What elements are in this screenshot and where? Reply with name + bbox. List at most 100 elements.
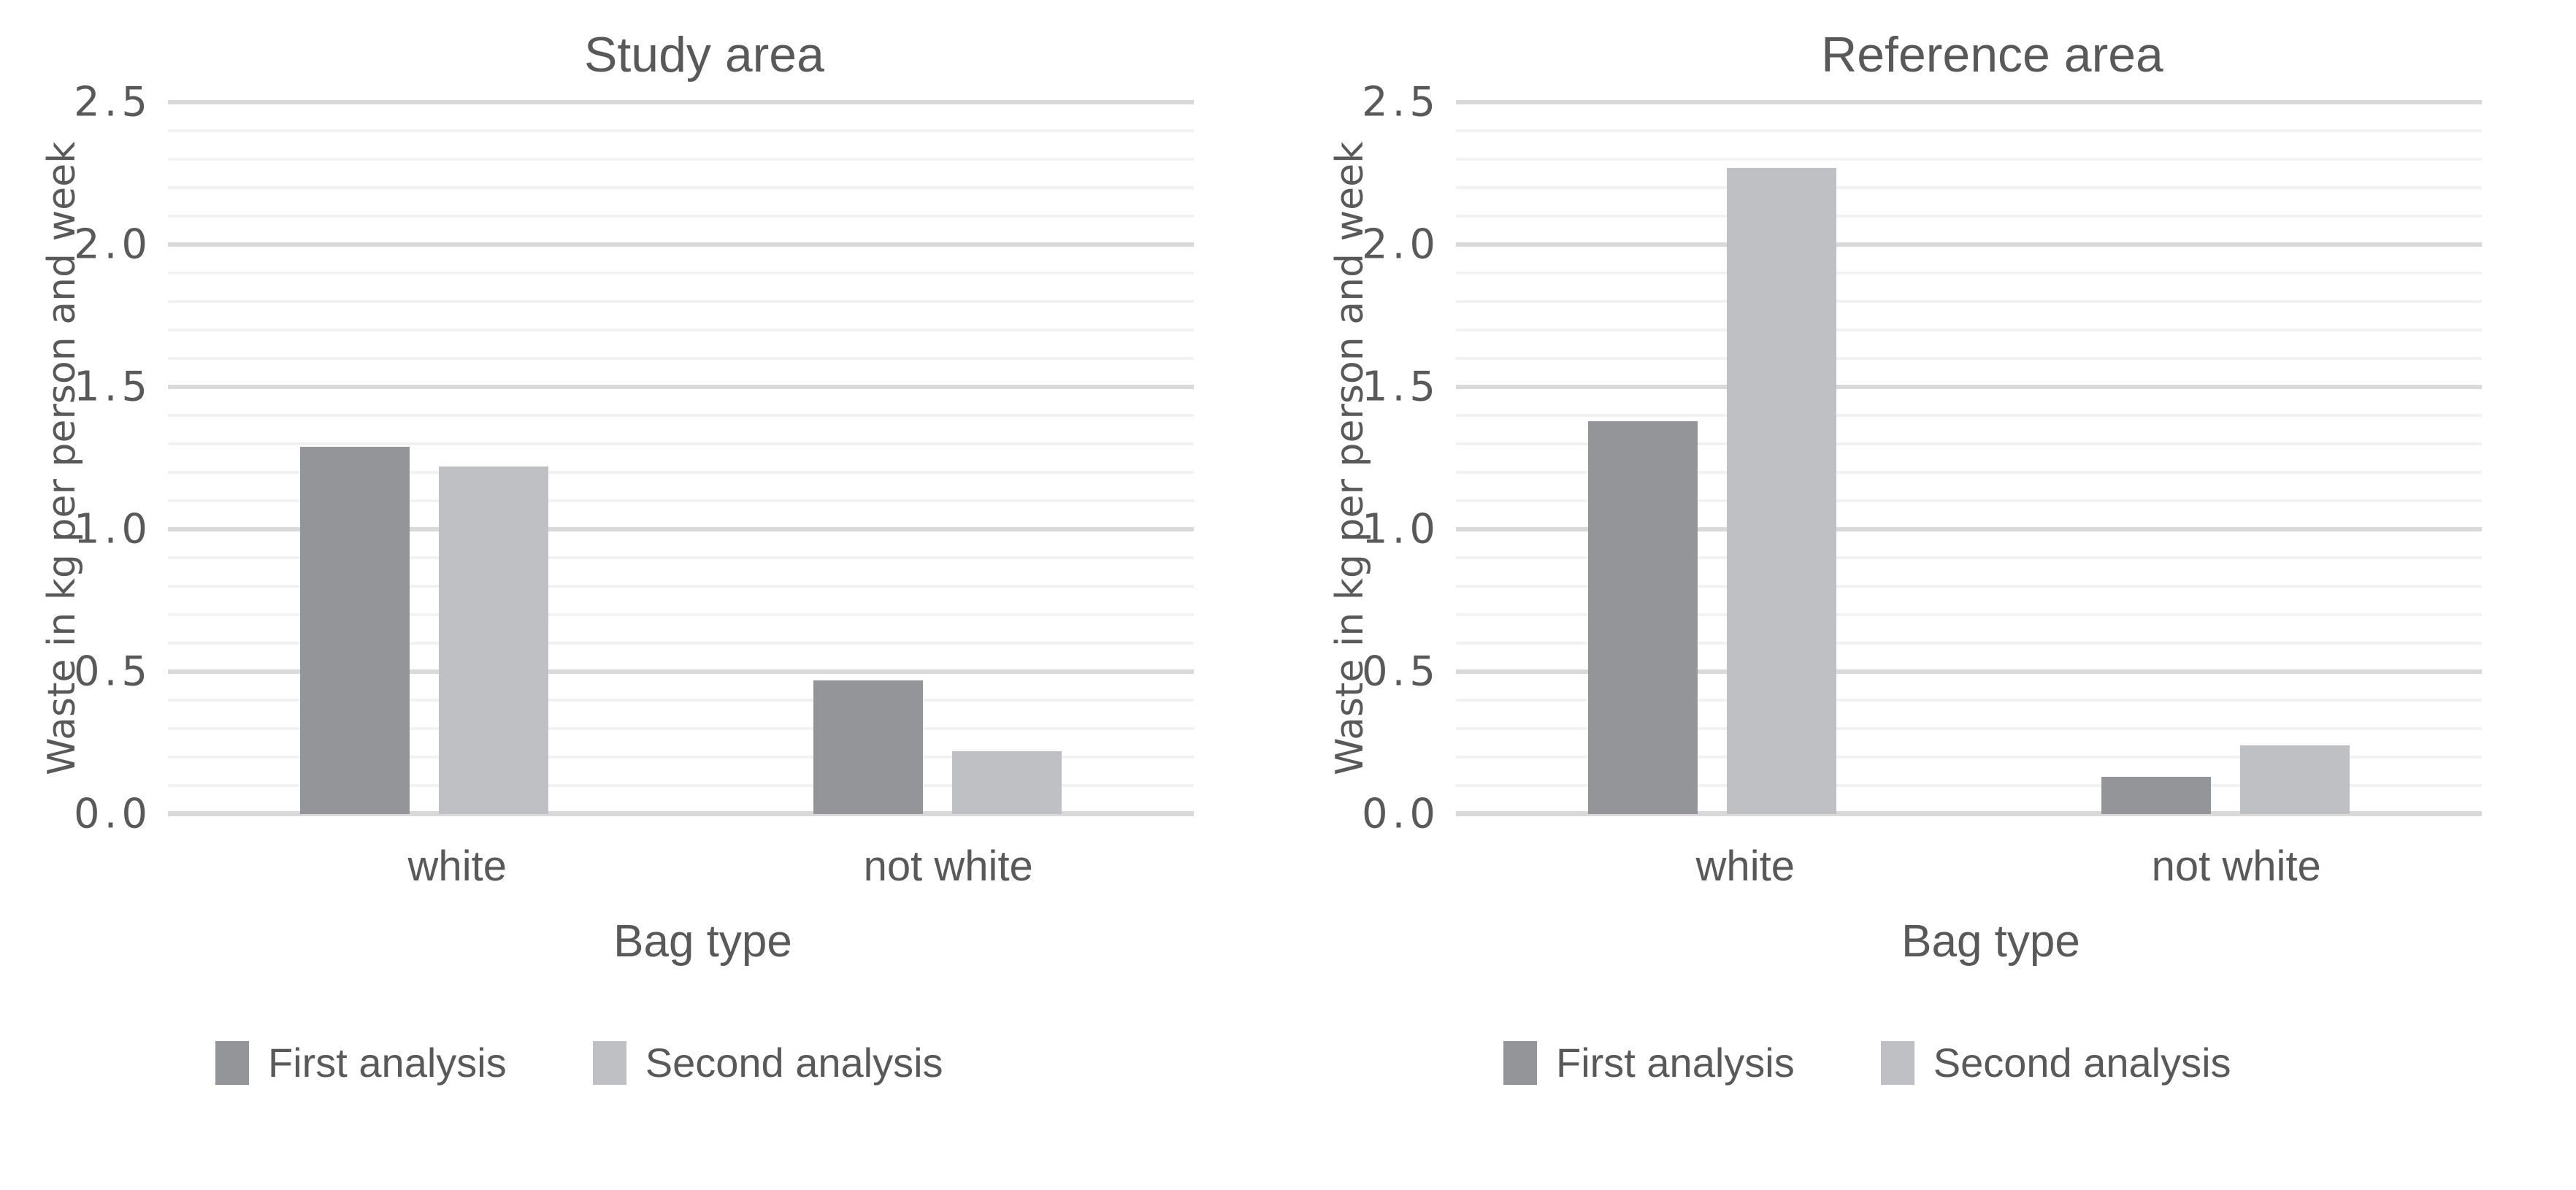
- x-axis-title: Bag type: [1901, 916, 2080, 967]
- minor-gridline: [1456, 699, 2482, 702]
- minor-gridline: [1456, 756, 2482, 759]
- minor-gridline: [1456, 186, 2482, 189]
- minor-gridline: [1456, 642, 2482, 645]
- minor-gridline: [168, 414, 1194, 417]
- y-axis-tick-labels: 0.0 0.5 1.0 1.5 2.0 2.5: [74, 79, 168, 838]
- minor-gridline: [168, 756, 1194, 759]
- chart-panel-study-area: Study area Waste in kg per person and we…: [29, 27, 1288, 1086]
- x-tick-label-not-white: not white: [863, 842, 1033, 890]
- major-gridline: [1456, 385, 2482, 389]
- minor-gridline: [168, 129, 1194, 132]
- x-tick-label-not-white: not white: [2151, 842, 2321, 890]
- x-tick-label-white: white: [1695, 842, 1795, 890]
- legend-label: Second analysis: [645, 1040, 943, 1086]
- bar-second-analysis-white: [1727, 167, 1837, 814]
- y-tick-label: 1.5: [73, 363, 152, 411]
- major-gridline: [168, 100, 1194, 104]
- y-axis-tick-labels: 0.0 0.5 1.0 1.5 2.0 2.5: [1362, 79, 1456, 838]
- minor-gridline: [1456, 727, 2482, 730]
- minor-gridline: [1456, 613, 2482, 616]
- minor-gridline: [168, 556, 1194, 559]
- major-gridline: [168, 527, 1194, 531]
- bar-first-analysis-not-white: [2101, 777, 2211, 814]
- chart-title: Study area: [584, 27, 824, 82]
- minor-gridline: [168, 499, 1194, 502]
- y-tick-label: 0.0: [1361, 790, 1440, 838]
- bar-second-analysis-not-white: [951, 751, 1062, 814]
- minor-gridline: [168, 784, 1194, 787]
- bar-first-analysis-white: [300, 446, 410, 814]
- minor-gridline: [1456, 471, 2482, 474]
- minor-gridline: [1456, 329, 2482, 331]
- y-tick-label: 0.5: [1361, 648, 1440, 696]
- minor-gridline: [168, 272, 1194, 275]
- minor-gridline: [1456, 357, 2482, 360]
- major-gridline: [168, 385, 1194, 389]
- plot-row: Waste in kg per person and week 0.0 0.5 1.…: [1317, 79, 2576, 838]
- minor-gridline: [168, 642, 1194, 645]
- minor-gridline: [168, 357, 1194, 360]
- y-tick-label: 2.5: [73, 78, 152, 126]
- x-axis-title: Bag type: [613, 916, 792, 967]
- minor-gridline: [1456, 585, 2482, 588]
- x-axis-line: [1456, 811, 2482, 816]
- legend: First analysis Second analysis: [1503, 1039, 2576, 1086]
- legend-label: First analysis: [1556, 1040, 1795, 1086]
- plot-area: [168, 100, 1194, 816]
- chart-panel-reference-area: Reference area Waste in kg per person an…: [1288, 0, 2576, 1190]
- legend-swatch-second-analysis: [1880, 1040, 1914, 1085]
- y-tick-label: 2.5: [1361, 78, 1440, 126]
- y-tick-label: 0.5: [73, 648, 152, 696]
- minor-gridline: [1456, 499, 2482, 502]
- minor-gridline: [168, 471, 1194, 474]
- y-tick-label: 0.0: [73, 790, 152, 838]
- y-axis-title: Waste in kg per person and week: [1328, 141, 1372, 775]
- x-axis-tick-labels: white not white: [212, 814, 1194, 902]
- bar-second-analysis-not-white: [2239, 745, 2350, 814]
- minor-gridline: [1456, 300, 2482, 303]
- legend-swatch-first-analysis: [215, 1040, 249, 1085]
- x-tick-label-white: white: [407, 842, 507, 890]
- y-tick-label: 1.0: [1361, 505, 1440, 553]
- x-axis-line: [168, 811, 1194, 816]
- major-gridline: [1456, 527, 2482, 531]
- plot-area: [1456, 100, 2482, 816]
- minor-gridline: [168, 442, 1194, 445]
- y-tick-label: 2.0: [73, 220, 152, 269]
- x-axis-tick-labels: white not white: [1500, 814, 2482, 902]
- legend: First analysis Second analysis: [215, 1039, 1288, 1086]
- major-gridline: [1456, 242, 2482, 247]
- bar-first-analysis-not-white: [813, 680, 923, 814]
- legend-item-first-analysis: First analysis: [1503, 1039, 1795, 1086]
- minor-gridline: [1456, 784, 2482, 787]
- minor-gridline: [168, 699, 1194, 702]
- minor-gridline: [1456, 158, 2482, 161]
- legend-label: Second analysis: [1933, 1040, 2231, 1086]
- minor-gridline: [1456, 272, 2482, 275]
- minor-gridline: [168, 585, 1194, 588]
- minor-gridline: [168, 215, 1194, 218]
- minor-gridline: [1456, 129, 2482, 132]
- minor-gridline: [168, 186, 1194, 189]
- plot-row: Waste in kg per person and week 0.0 0.5 1.…: [29, 79, 1288, 838]
- minor-gridline: [1456, 556, 2482, 559]
- minor-gridline: [168, 727, 1194, 730]
- bar-first-analysis-white: [1588, 421, 1698, 814]
- major-gridline: [168, 242, 1194, 247]
- y-axis-title: Waste in kg per person and week: [40, 141, 84, 775]
- legend-item-second-analysis: Second analysis: [1880, 1039, 2231, 1086]
- legend-label: First analysis: [268, 1040, 507, 1086]
- legend-swatch-first-analysis: [1503, 1040, 1537, 1085]
- minor-gridline: [168, 613, 1194, 616]
- minor-gridline: [1456, 414, 2482, 417]
- major-gridline: [168, 669, 1194, 674]
- y-tick-label: 1.0: [73, 505, 152, 553]
- legend-item-first-analysis: First analysis: [215, 1039, 507, 1086]
- minor-gridline: [1456, 215, 2482, 218]
- minor-gridline: [168, 329, 1194, 331]
- y-tick-label: 1.5: [1361, 363, 1440, 411]
- chart-title: Reference area: [1821, 27, 2163, 82]
- minor-gridline: [168, 158, 1194, 161]
- y-tick-label: 2.0: [1361, 220, 1440, 269]
